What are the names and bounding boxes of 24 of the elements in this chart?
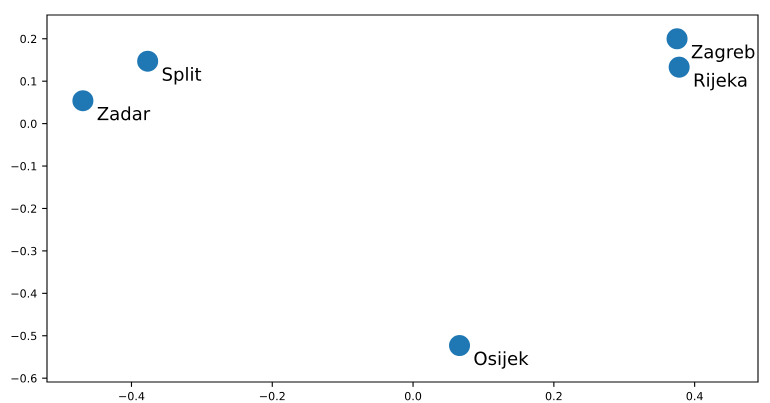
y-tick-label: −0.6 [11,374,37,383]
annotation: Osijek [474,351,529,369]
annotation: Zagreb [692,44,754,62]
y-tick-label: −0.3 [11,246,36,256]
y-tick-label: 0.1 [20,77,36,86]
point [72,90,94,112]
point [666,28,688,50]
annotation: Split [162,66,202,84]
x-tick-label: 0.4 [686,392,703,400]
point [449,334,470,356]
annotation: Rijeka [694,72,746,90]
y-tick-label: −0.4 [11,289,37,298]
y-tick-label: −0.1 [11,162,36,170]
y-tick-label: −0.5 [11,332,36,340]
x-tick-label: 0.0 [404,392,422,400]
annotation: Zadar [98,106,150,120]
y-tick-label: 0.0 [20,120,37,128]
y-tick-label: 0.2 [20,34,36,44]
point [668,56,690,78]
x-tick-label: 0.2 [546,392,562,400]
y-tick-label: −0.2 [11,204,36,213]
x-tick-label: −0.2 [260,392,285,400]
x-tick-label: −0.4 [119,392,144,400]
point [137,50,158,72]
